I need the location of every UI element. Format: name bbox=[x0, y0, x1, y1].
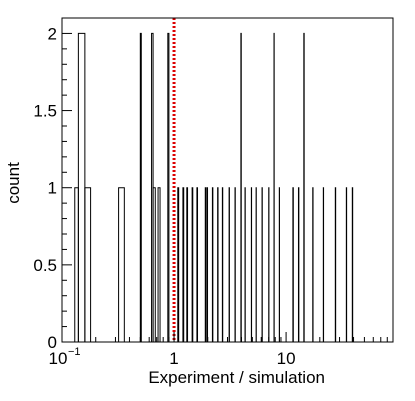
histogram-bars bbox=[74, 32, 354, 342]
y-tick-label: 1.5 bbox=[33, 102, 57, 121]
histogram-bar bbox=[139, 32, 142, 342]
histogram-bar bbox=[177, 187, 180, 342]
histogram-bar bbox=[118, 187, 125, 342]
y-axis-title: count bbox=[4, 162, 23, 204]
histogram-bar bbox=[152, 187, 156, 342]
x-axis-title: Experiment / simulation bbox=[148, 368, 325, 387]
histogram-bar bbox=[167, 32, 170, 342]
histogram-bar bbox=[196, 187, 199, 342]
y-tick-label: 0 bbox=[48, 333, 57, 352]
y-tick-label: 1 bbox=[48, 179, 57, 198]
histogram-bar bbox=[191, 187, 194, 342]
y-tick-label: 0.5 bbox=[33, 256, 57, 275]
x-tick-label: 1 bbox=[169, 349, 178, 368]
x-tick-label: 10 bbox=[49, 349, 68, 368]
histogram-bar bbox=[204, 187, 207, 342]
x-axis: 10 −1 1 10 bbox=[49, 332, 394, 368]
y-tick-label: 2 bbox=[48, 24, 57, 43]
y-axis: 0 0.5 1 1.5 2 bbox=[33, 17, 72, 352]
histogram-bar bbox=[157, 187, 161, 342]
histogram-bar bbox=[182, 187, 185, 342]
histogram-bar bbox=[186, 187, 189, 342]
x-tick-label-exponent: −1 bbox=[68, 346, 81, 358]
x-tick-label: 10 bbox=[277, 349, 296, 368]
histogram-bar bbox=[84, 187, 92, 342]
